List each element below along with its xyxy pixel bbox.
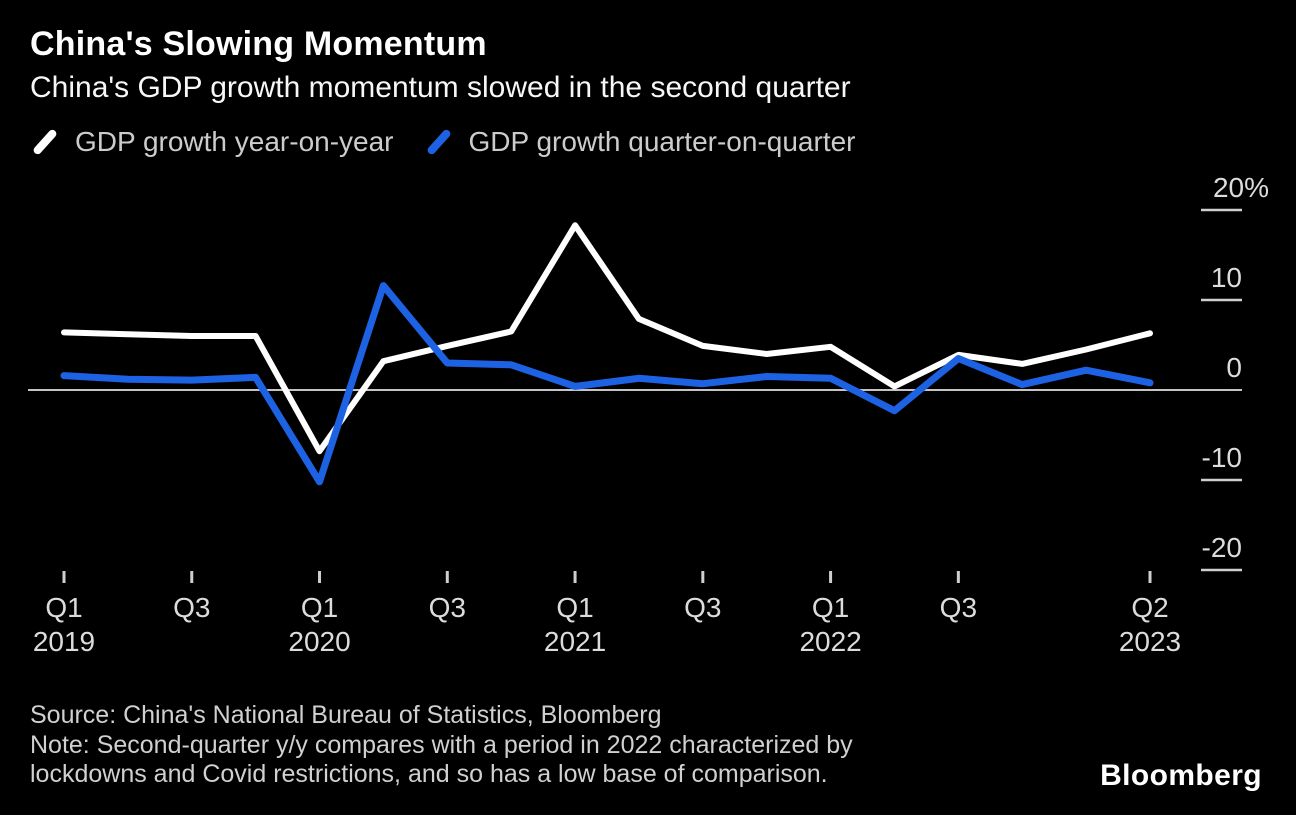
chart-title: China's Slowing Momentum [30,25,487,63]
note-text-line1: Note: Second-quarter y/y compares with a… [30,730,853,759]
series-line-yoy [61,222,1153,455]
x-axis-year-label: 2023 [1119,626,1181,657]
note-text-line2: lockdowns and Covid restrictions, and so… [30,760,828,788]
line-swatch-icon-yoy [31,128,59,156]
x-axis-year-label: 2021 [544,626,606,657]
bloomberg-logo: Bloomberg [1100,759,1262,792]
x-axis-quarter-label: Q3 [173,592,210,623]
chart-subtitle: China's GDP growth momentum slowed in th… [30,71,851,104]
legend-item-yoy: GDP growth year-on-year [30,126,394,158]
x-axis-quarter-label: Q3 [940,592,977,623]
series-line-qoq [60,282,1154,486]
x-axis-quarter-label: Q3 [429,592,466,623]
y-axis-label: 10 [1211,262,1242,293]
y-axis-label: -10 [1202,442,1242,473]
chart-footer: Source: China's National Bureau of Stati… [30,701,853,790]
legend-item-qoq: GDP growth quarter-on-quarter [424,126,856,158]
x-axis-year-label: 2022 [799,626,861,657]
x-axis-quarter-label: Q1 [812,592,849,623]
legend-label-yoy: GDP growth year-on-year [75,126,394,157]
source-text: Source: China's National Bureau of Stati… [30,701,662,729]
y-axis-label: 20% [1213,172,1269,203]
y-axis-label: -20 [1202,532,1242,563]
x-axis-quarter-label: Q2 [1131,592,1168,623]
x-axis-quarter-label: Q1 [556,592,593,623]
y-axis-label: 0 [1226,352,1242,383]
x-axis-quarter-label: Q3 [684,592,721,623]
chart-header: China's Slowing Momentum China's GDP gro… [30,24,856,158]
legend-label-qoq: GDP growth quarter-on-quarter [468,126,856,157]
x-axis-year-label: 2019 [33,626,95,657]
x-axis-quarter-label: Q1 [45,592,82,623]
x-axis-quarter-label: Q1 [301,592,338,623]
line-swatch-icon-qoq [425,128,452,156]
x-axis-year-label: 2020 [288,626,350,657]
legend: GDP growth year-on-year GDP growth quart… [30,126,856,158]
